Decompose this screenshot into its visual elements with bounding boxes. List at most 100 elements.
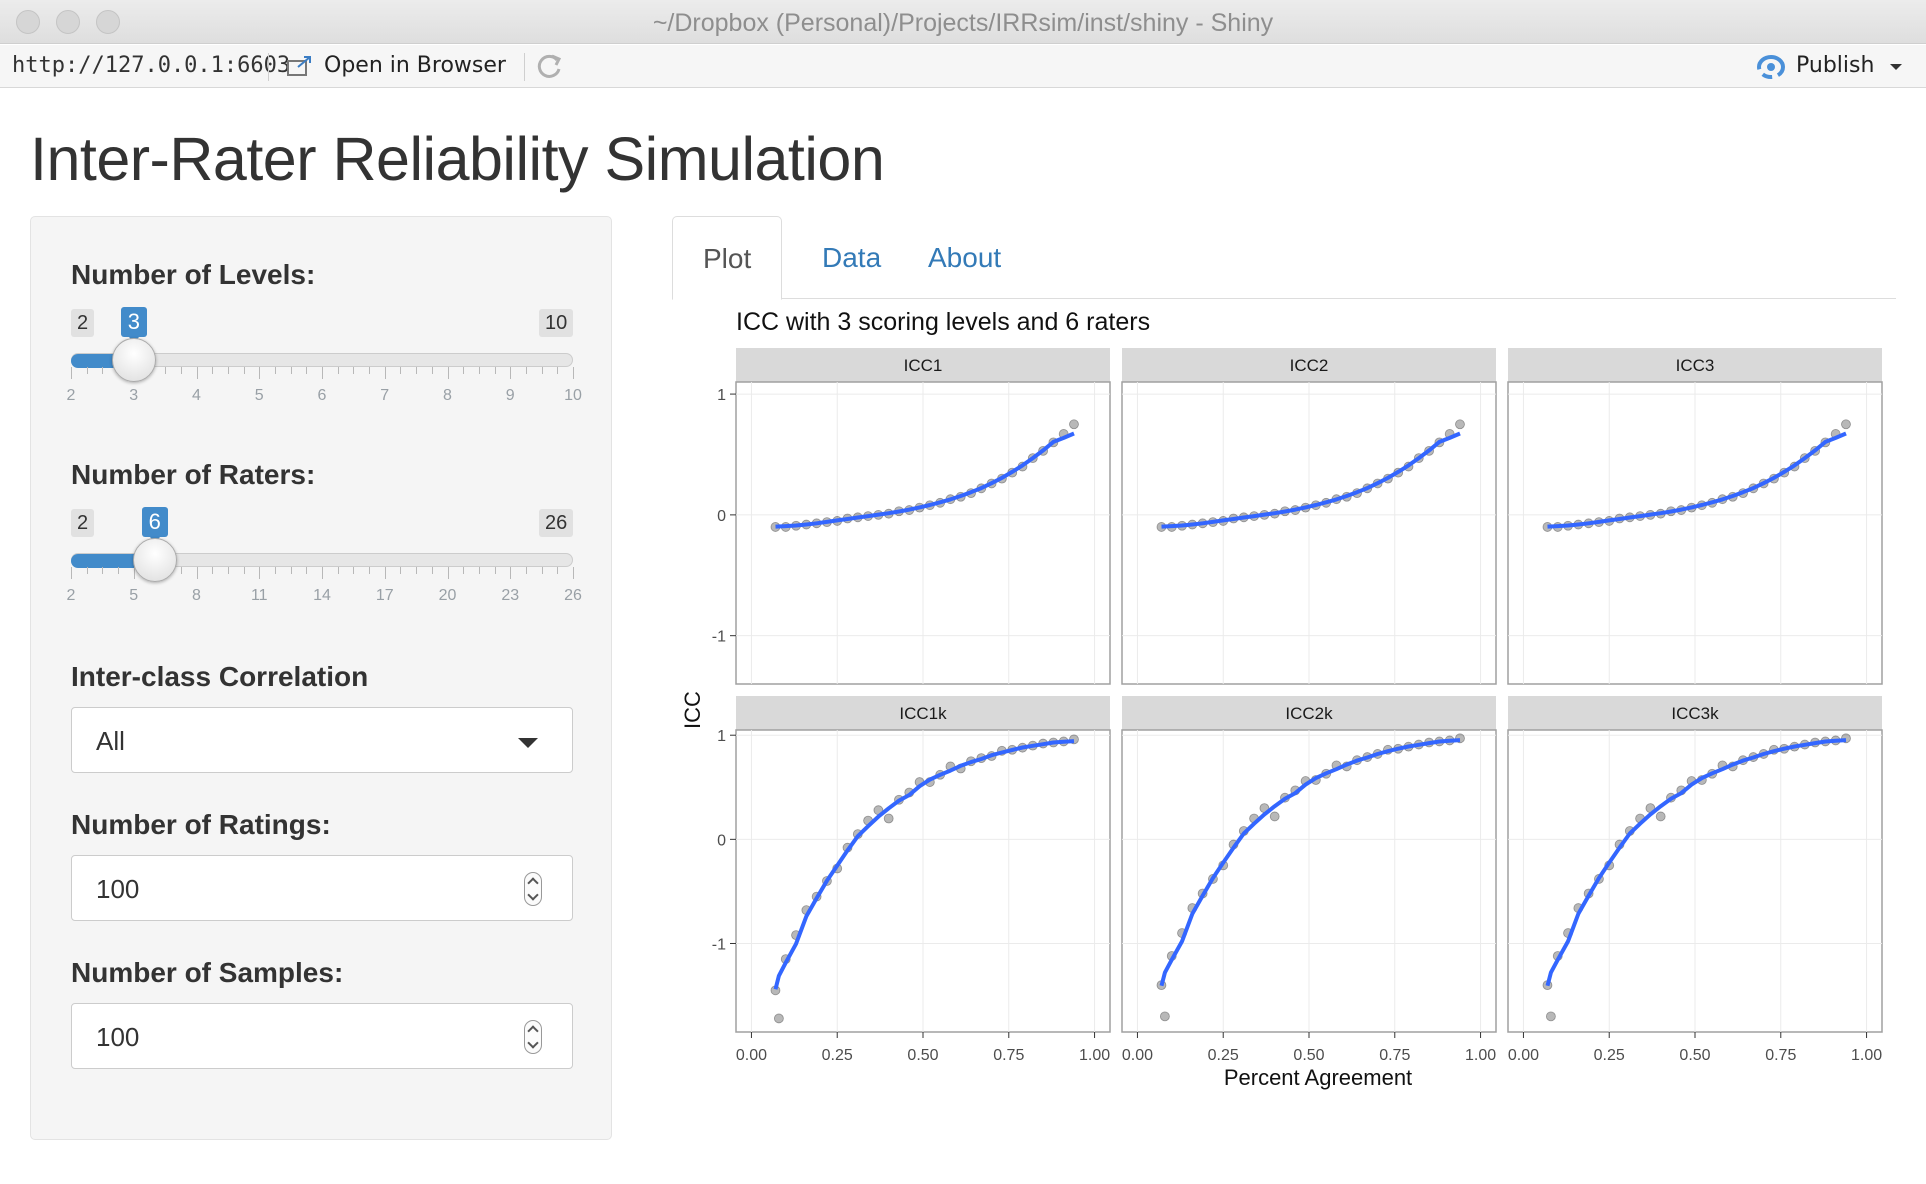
chevron-down-icon	[1890, 64, 1902, 70]
tab-about[interactable]: About	[928, 242, 1002, 273]
slider-tick	[353, 367, 355, 374]
open-in-browser-button[interactable]: Open in Browser	[282, 45, 510, 88]
smooth-line	[775, 431, 1075, 529]
slider-tick	[431, 367, 433, 374]
ratings-stepper-icon[interactable]	[524, 872, 542, 906]
publish-button[interactable]: Publish	[1752, 45, 1922, 88]
raters-current-value: 6	[141, 507, 168, 543]
data-point	[773, 1013, 784, 1024]
ratings-input[interactable]: 100	[71, 855, 573, 921]
slider-tick	[322, 367, 323, 379]
slider-tick	[400, 367, 402, 374]
slider-tick	[227, 567, 229, 574]
data-point	[1269, 811, 1280, 822]
samples-label: Number of Samples:	[71, 957, 344, 988]
slider-tick-label: 14	[313, 587, 331, 604]
slider-tick	[102, 367, 104, 374]
publish-icon	[1757, 55, 1785, 79]
icc-selected-value: All	[96, 726, 125, 756]
levels-label: Number of Levels:	[71, 259, 316, 290]
slider-tick	[118, 567, 120, 574]
zoom-window-button[interactable]	[96, 10, 120, 34]
x-tick-label: 0.75	[1765, 1047, 1796, 1064]
slider-tick	[196, 567, 198, 579]
x-tick-label: 0.00	[1122, 1047, 1153, 1064]
slider-tick	[541, 567, 543, 574]
facet-strip	[1122, 348, 1496, 382]
slider-tick	[71, 367, 72, 379]
slider-tick-label: 26	[564, 587, 582, 604]
facet-label: ICC1k	[899, 704, 947, 723]
x-tick-label: 0.50	[1679, 1047, 1710, 1064]
slider-tick-label: 10	[564, 387, 582, 404]
slider-tick-label: 8	[192, 587, 201, 604]
slider-tick	[180, 367, 182, 374]
facet-label: ICC3	[1676, 356, 1715, 375]
slider-tick	[510, 367, 512, 379]
slider-tick	[573, 567, 574, 579]
open-in-browser-label: Open in Browser	[324, 53, 506, 78]
icc-label: Inter-class Correlation	[71, 661, 369, 692]
data-point	[1159, 1011, 1170, 1022]
x-tick-label: 0.50	[907, 1047, 938, 1064]
facet-label: ICC2	[1290, 356, 1329, 375]
data-point	[1455, 419, 1465, 430]
slider-tick	[322, 567, 323, 579]
slider-tick	[525, 567, 527, 574]
x-tick-label: 0.25	[1208, 1047, 1239, 1064]
raters-slider-handle[interactable]	[132, 538, 177, 582]
facet-strip	[736, 348, 1110, 382]
x-tick-label: 0.00	[736, 1047, 767, 1064]
smooth-line	[1159, 738, 1461, 987]
samples-stepper-icon[interactable]	[524, 1020, 542, 1054]
data-point	[1841, 419, 1851, 430]
slider-tick	[71, 567, 72, 579]
slider-tick-label: 5	[129, 587, 139, 604]
publish-label: Publish	[1796, 53, 1875, 78]
slider-tick	[212, 367, 214, 374]
tab-data[interactable]: Data	[822, 242, 882, 273]
x-tick-label: 0.25	[1594, 1047, 1625, 1064]
smooth-line	[1547, 431, 1847, 529]
slider-tick	[274, 367, 276, 374]
minimize-window-button[interactable]	[56, 10, 80, 34]
facet-strip	[736, 696, 1110, 730]
icc-select[interactable]: All	[71, 707, 573, 773]
slider-tick	[369, 367, 371, 374]
slider-tick	[447, 367, 449, 379]
tab-plot[interactable]: Plot	[672, 216, 783, 300]
slider-tick-label: 6	[317, 387, 327, 404]
data-point	[883, 813, 894, 824]
open-browser-icon	[287, 56, 311, 76]
slider-tick	[306, 567, 308, 574]
tab-bar: Plot Data About	[672, 216, 1896, 300]
samples-input[interactable]: 100	[71, 1003, 573, 1069]
slider-tick	[259, 367, 261, 379]
slider-tick	[337, 567, 339, 574]
slider-tick	[212, 567, 214, 574]
slider-tick	[243, 567, 245, 574]
page-title: Inter-Rater Reliability Simulation	[30, 125, 885, 193]
x-axis-label: Percent Agreement	[1224, 1065, 1412, 1090]
slider-tick	[416, 567, 418, 574]
slider-tick	[447, 567, 449, 579]
slider-tick-label: 9	[505, 387, 515, 404]
x-tick-label: 0.75	[993, 1047, 1024, 1064]
slider-tick	[557, 567, 559, 574]
levels-slider-handle[interactable]	[111, 338, 156, 382]
slider-tick-label: 11	[250, 587, 268, 604]
close-window-button[interactable]	[16, 10, 40, 34]
chevron-down-icon	[518, 738, 538, 748]
toolbar-divider	[268, 53, 269, 81]
refresh-icon[interactable]	[532, 50, 566, 84]
x-tick-label: 1.00	[1465, 1047, 1496, 1064]
raters-slider-ticks: 2 5 8 11 14 17 20 23 26	[67, 567, 582, 604]
x-tick-label: 1.00	[1079, 1047, 1110, 1064]
facet-label: ICC3k	[1671, 704, 1719, 723]
slider-tick	[337, 367, 339, 374]
slider-tick	[525, 367, 527, 374]
slider-tick-label: 3	[129, 387, 139, 404]
x-tick-label: 0.75	[1379, 1047, 1410, 1064]
slider-tick	[133, 567, 135, 579]
facet-label: ICC1	[904, 356, 943, 375]
